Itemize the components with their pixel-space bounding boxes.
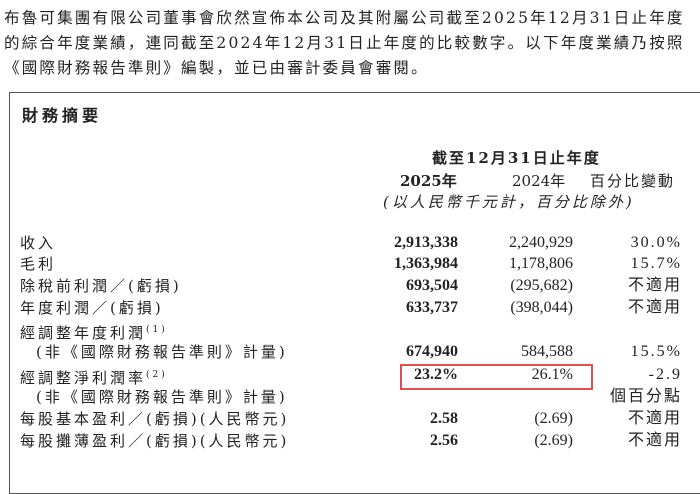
- table-row: 毛利 1,363,984 1,178,806 15.7%: [0, 253, 700, 275]
- footnote-ref: (1): [146, 325, 168, 335]
- period-header: 截至12月31日止年度: [432, 149, 601, 167]
- table-row: (非《國際財務報告準則》計量) 個百分點: [0, 386, 700, 408]
- table-row: 經調整淨利潤率(2) 23.2% 26.1% -2.9: [0, 364, 700, 387]
- value-2025: 633,737: [406, 299, 458, 316]
- table-row: 除稅前利潤／(虧損) 693,504 (295,682) 不適用: [0, 275, 700, 297]
- value-change: 個百分點: [609, 388, 682, 405]
- row-label: 每股基本盈利／(虧損)(人民幣元): [20, 410, 290, 428]
- value-2025: 1,363,984: [394, 255, 458, 272]
- row-label: 年度利潤／(虧損): [20, 299, 164, 317]
- section-title: 財務摘要: [22, 106, 103, 125]
- value-change: -2.9: [648, 366, 682, 383]
- value-2025: 693,504: [406, 277, 458, 294]
- value-change: 30.0%: [630, 234, 682, 251]
- value-2025: 2,913,338: [394, 234, 458, 251]
- table-row: (非《國際財務報告準則》計量) 674,940 584,588 15.5%: [0, 341, 700, 363]
- row-label: 收入: [20, 234, 57, 252]
- footnote-ref: (2): [146, 370, 168, 380]
- value-2025: 2.56: [430, 432, 458, 449]
- value-change: 不適用: [627, 410, 682, 427]
- value-2024: (398,044): [510, 299, 573, 316]
- value-2024: (295,682): [510, 277, 573, 294]
- table-row: 經調整年度利潤(1): [0, 319, 700, 342]
- value-2024: 1,178,806: [509, 255, 573, 272]
- value-change: 15.7%: [630, 255, 682, 272]
- value-2024: 2,240,929: [509, 234, 573, 251]
- value-change: 不適用: [627, 432, 682, 449]
- value-2025: 23.2%: [414, 366, 458, 383]
- row-label: (非《國際財務報告準則》計量): [36, 388, 288, 406]
- value-2025: 2.58: [430, 410, 458, 427]
- unit-note: (以人民幣千元計，百分比除外): [383, 193, 635, 211]
- value-change: 不適用: [627, 299, 682, 316]
- value-2024: (2.69): [534, 432, 573, 449]
- value-2024: 26.1%: [531, 366, 573, 383]
- value-change: 15.5%: [630, 343, 682, 360]
- row-label: (非《國際財務報告準則》計量): [36, 343, 288, 361]
- value-change: 不適用: [627, 277, 682, 294]
- row-label: 每股攤薄盈利／(虧損)(人民幣元): [20, 432, 290, 450]
- row-label: 毛利: [20, 255, 57, 273]
- col-2025-header: 2025年: [400, 172, 457, 190]
- col-2024-header: 2024年: [512, 172, 566, 190]
- table-row: 每股攤薄盈利／(虧損)(人民幣元) 2.56 (2.69) 不適用: [0, 430, 700, 452]
- row-label: 經調整淨利潤率(2): [20, 369, 168, 387]
- table-row: 收入 2,913,338 2,240,929 30.0%: [0, 232, 700, 254]
- value-2025: 674,940: [406, 343, 458, 360]
- row-label: 經調整年度利潤(1): [20, 324, 168, 342]
- table-row: 每股基本盈利／(虧損)(人民幣元) 2.58 (2.69) 不適用: [0, 408, 700, 430]
- row-label: 除稅前利潤／(虧損): [20, 277, 182, 295]
- value-2024: 584,588: [521, 343, 573, 360]
- col-change-header: 百分比變動: [590, 172, 676, 190]
- value-2024: (2.69): [534, 410, 573, 427]
- intro-paragraph: 布魯可集團有限公司董事會欣然宣佈本公司及其附屬公司截至2025年12月31日止年…: [4, 9, 685, 77]
- highlight-box: [400, 364, 593, 390]
- table-row: 年度利潤／(虧損) 633,737 (398,044) 不適用: [0, 297, 700, 319]
